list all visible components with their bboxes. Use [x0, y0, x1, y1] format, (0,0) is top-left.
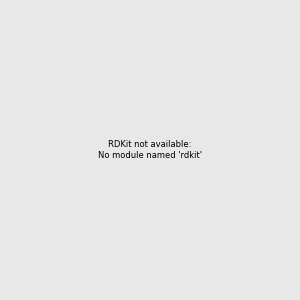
Text: RDKit not available:
No module named 'rdkit': RDKit not available: No module named 'rd… [98, 140, 202, 160]
